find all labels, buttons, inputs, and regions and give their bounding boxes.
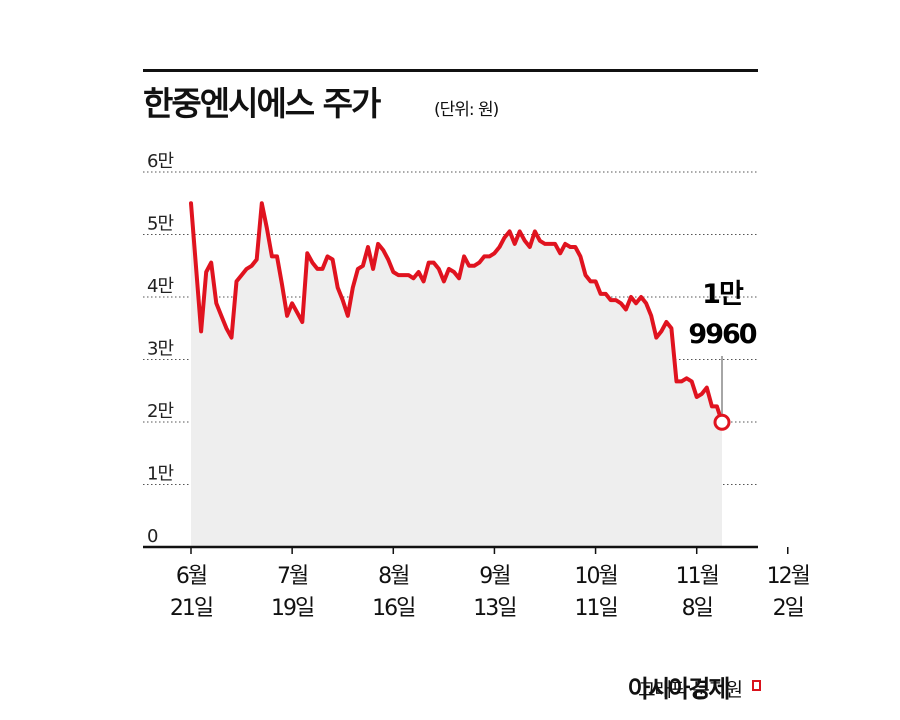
x-tick-month-label: 6월 <box>176 564 207 589</box>
x-tick-day-label: 16일 <box>372 596 415 621</box>
x-tick-day-label: 13일 <box>473 596 516 621</box>
x-axis-ticks <box>190 547 789 554</box>
price-line <box>189 201 724 424</box>
x-tick-day-label: 8일 <box>682 596 713 621</box>
x-tick-month-label: 12월 <box>767 564 810 589</box>
x-tick-day-label: 19일 <box>271 596 314 621</box>
x-axis-labels: 6월 21일 7월 19일 8월 16일 9월 13일 10월 11일 11월 8일 12월 2일 <box>170 564 812 621</box>
x-tick-month-label: 7월 <box>277 564 308 589</box>
x-tick-month-label: 10월 <box>574 564 617 589</box>
x-tick-month-label: 8월 <box>378 564 409 589</box>
y-tick-label: 5만 <box>147 214 173 235</box>
y-tick-label: 0 <box>147 526 158 547</box>
x-tick-month-label: 11월 <box>676 564 719 589</box>
y-tick-label: 2만 <box>147 401 173 422</box>
chart-title: 한중엔시에스 주가 <box>143 84 381 123</box>
y-tick-label: 3만 <box>147 339 173 360</box>
brand-mark-icon <box>752 680 761 691</box>
y-tick-label: 1만 <box>147 464 173 485</box>
annotation-value-line2: 9960 <box>688 319 756 350</box>
graphic-credit: 그래픽 문지원 <box>638 679 743 701</box>
y-axis-labels: 0 1만 2만 3만 4만 5만 6만 <box>147 151 174 547</box>
x-tick-day-label: 11일 <box>574 596 617 621</box>
unit-label: (단위: 원) <box>434 100 499 120</box>
y-tick-label: 6만 <box>147 151 173 172</box>
x-tick-day-label: 21일 <box>170 596 213 621</box>
price-area <box>191 203 722 548</box>
x-tick-month-label: 9월 <box>479 564 510 589</box>
annotation-value-line1: 1만 <box>702 279 744 310</box>
brand-logo-text: 아시아경제 <box>628 675 730 703</box>
last-price-marker <box>713 413 731 431</box>
y-tick-label: 4만 <box>147 276 173 297</box>
top-rule <box>143 69 758 72</box>
x-tick-day-label: 2일 <box>773 596 804 621</box>
